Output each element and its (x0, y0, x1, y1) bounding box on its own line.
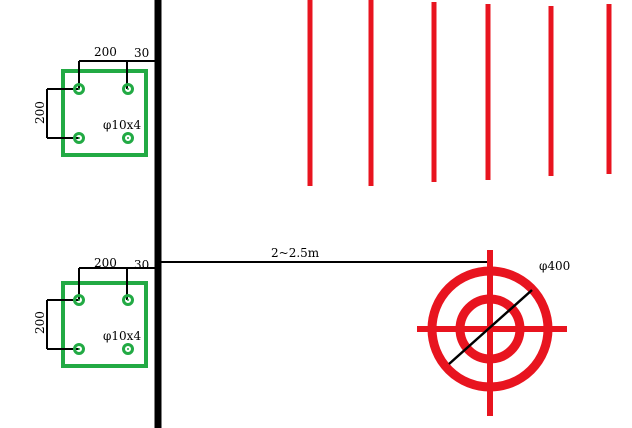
bottom-plate-detail: 200 30 200 φ10x4 (33, 256, 158, 368)
bottom-dim-horizontal-label: 200 (94, 256, 117, 270)
top-plate-detail: 200 30 200 φ10x4 (33, 45, 158, 157)
bottom-dim-vertical-label: 200 (33, 311, 47, 334)
top-bolt-spec-label: φ10x4 (103, 118, 141, 132)
pile-target (417, 250, 567, 416)
spacing-label: 2~2.5m (271, 246, 320, 260)
top-dim-edge-label: 30 (134, 46, 149, 60)
pile-diameter-label: φ400 (539, 259, 570, 273)
bottom-bolt (122, 343, 134, 355)
bottom-bolt (122, 294, 134, 306)
bottom-bolt-spec-label: φ10x4 (103, 329, 141, 343)
top-bolt (73, 132, 85, 144)
bottom-bolt (73, 343, 85, 355)
top-bolt (73, 83, 85, 95)
top-bolt (122, 132, 134, 144)
top-dim-vertical-label: 200 (33, 101, 47, 124)
top-dim-horizontal-label: 200 (94, 45, 117, 59)
pile-row (307, 0, 612, 186)
bottom-bolt (73, 294, 85, 306)
top-base-plate (61, 69, 148, 157)
top-bolt (122, 83, 134, 95)
pile-diameter-line (448, 289, 533, 365)
bottom-dim-edge-label: 30 (134, 258, 149, 272)
bottom-base-plate (61, 281, 148, 368)
